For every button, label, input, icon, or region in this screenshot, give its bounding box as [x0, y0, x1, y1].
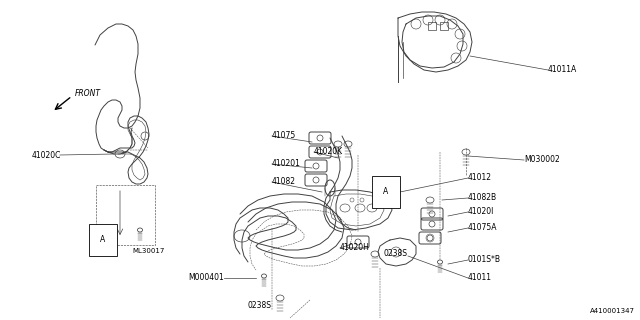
- Text: 0238S: 0238S: [384, 250, 408, 259]
- Text: FRONT: FRONT: [75, 90, 101, 99]
- Text: 41082B: 41082B: [468, 194, 497, 203]
- Text: 41020C: 41020C: [32, 151, 61, 161]
- Text: 41020I: 41020I: [468, 207, 494, 217]
- Text: A: A: [383, 188, 388, 196]
- Text: 41011A: 41011A: [548, 66, 577, 75]
- Text: 41082: 41082: [272, 178, 296, 187]
- Text: M000401: M000401: [188, 274, 224, 283]
- Text: 410201: 410201: [272, 159, 301, 169]
- Text: 0238S: 0238S: [248, 300, 272, 309]
- Text: A: A: [100, 236, 106, 244]
- Text: M030002: M030002: [524, 156, 560, 164]
- Text: 41011: 41011: [468, 274, 492, 283]
- Text: ML30017: ML30017: [132, 248, 164, 254]
- Text: 41075A: 41075A: [468, 223, 497, 233]
- Text: 0101S*B: 0101S*B: [468, 255, 501, 265]
- Text: A410001347: A410001347: [590, 308, 635, 314]
- Text: 41012: 41012: [468, 173, 492, 182]
- Text: 41020H: 41020H: [340, 244, 370, 252]
- Text: 41020K: 41020K: [314, 148, 343, 156]
- Text: 41075: 41075: [272, 132, 296, 140]
